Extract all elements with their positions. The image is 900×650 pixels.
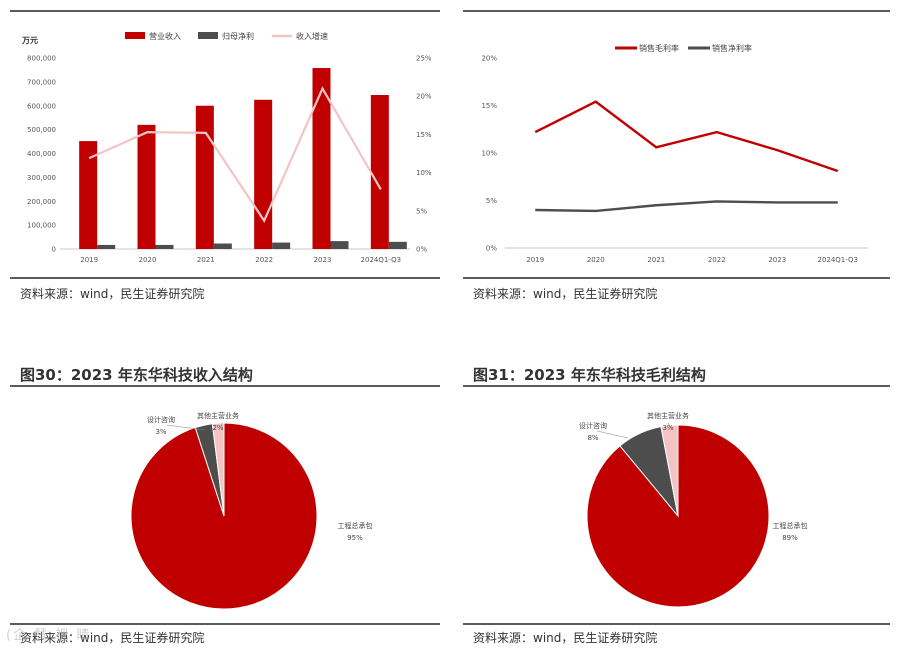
y2-tick-label: 20% — [416, 93, 432, 101]
pie-slice-pct: 8% — [587, 434, 598, 442]
source-note-tl: 资料来源：wind，民生证券研究院 — [20, 287, 205, 301]
pie-slice — [586, 424, 770, 608]
watermark: (企 慧 视 睛 — [6, 628, 92, 643]
fig30-title: 图30：2023 年东华科技收入结构 — [20, 366, 253, 384]
legend-label: 销售净利率 — [712, 43, 752, 53]
legend-swatch — [198, 32, 218, 39]
gross-profit-structure-pie: 工程总承包 89% 设计咨询 8% 其他主营业务 3% — [579, 411, 808, 608]
pie-slice-name: 其他主营业务 — [197, 411, 239, 420]
y-tick-label: 5% — [486, 197, 497, 205]
y-tick-label: 600,000 — [27, 102, 56, 110]
pie-slice-pct: 3% — [662, 424, 673, 432]
x-tick-label: 2021 — [647, 256, 665, 264]
x-tick-label: 2023 — [768, 256, 786, 264]
pie-slice — [211, 422, 225, 517]
leader-line — [667, 422, 671, 427]
pie-slice-name: 工程总承包 — [773, 521, 808, 530]
x-tick-label: 2021 — [197, 256, 215, 264]
top-rule-left — [10, 10, 440, 12]
source-note-tr: 资料来源：wind，民生证券研究院 — [473, 287, 658, 301]
fig31-title: 图31：2023 年东华科技毛利结构 — [473, 366, 706, 384]
legend-label: 收入增速 — [296, 31, 328, 41]
y-tick-label: 15% — [481, 102, 497, 110]
x-tick-label: 2024Q1-Q3 — [361, 256, 402, 264]
y-tick-label: 100,000 — [27, 222, 56, 230]
legend-swatch — [125, 32, 145, 39]
revenue-bar — [370, 95, 389, 249]
net-margin-line — [535, 200, 838, 213]
x-tick-label: 2020 — [139, 256, 157, 264]
unit-label: 万元 — [21, 36, 38, 45]
revenue-bar — [79, 141, 98, 249]
source-rule-bl — [10, 623, 440, 625]
revenue-bar — [312, 68, 331, 249]
source-rule-tr — [463, 277, 890, 279]
fig31-rule — [463, 385, 890, 387]
y-tick-label: 300,000 — [27, 174, 56, 182]
x-tick-label: 2019 — [80, 256, 98, 264]
growth-line — [88, 86, 382, 224]
y2-tick-label: 15% — [416, 131, 432, 139]
y2-tick-label: 10% — [416, 169, 432, 177]
y-tick-label: 10% — [481, 150, 497, 158]
pie-slice-pct: 3% — [155, 428, 166, 436]
pie-slice-name: 设计咨询 — [147, 415, 175, 424]
x-tick-label: 2019 — [526, 256, 544, 264]
x-tick-label: 2020 — [587, 256, 605, 264]
revenue-bar — [195, 105, 214, 249]
source-rule-br — [463, 623, 890, 625]
net-profit-bar — [272, 242, 291, 249]
legend-label: 归母净利 — [222, 31, 254, 41]
revenue-bar — [254, 99, 273, 249]
revenue-profit-chart: 万元 0 100,000 200,000 300,000 400,000 500,000 60… — [21, 31, 432, 264]
source-rule-tl — [10, 277, 440, 279]
y2-tick-label: 0% — [416, 246, 427, 254]
source-note-br: 资料来源：wind，民生证券研究院 — [473, 631, 658, 645]
pie-slice-name: 设计咨询 — [579, 421, 607, 430]
net-profit-bar — [388, 241, 407, 249]
margin-chart: 0% 5% 10% 15% 20% 2019 2020 2021 2022 2023 2024Q1-… — [481, 43, 868, 264]
leader-line — [596, 430, 629, 439]
source-note-bl: 资料来源：wind，民生证券研究院 — [20, 631, 205, 645]
net-profit-bar — [330, 241, 349, 249]
gross-margin-line — [534, 100, 839, 173]
legend-label: 销售毛利率 — [639, 43, 679, 53]
y-tick-label: 800,000 — [27, 55, 56, 63]
net-profit-bar — [97, 244, 116, 249]
net-profit-bar — [213, 243, 232, 249]
x-tick-label: 2022 — [255, 256, 273, 264]
x-tick-label: 2022 — [708, 256, 726, 264]
fig30-rule — [10, 385, 440, 387]
net-profit-bar — [155, 244, 174, 249]
pie-slice-name: 工程总承包 — [338, 521, 373, 530]
leader-line — [166, 424, 206, 431]
y-tick-label: 400,000 — [27, 150, 56, 158]
pie-slice-pct: 89% — [782, 534, 798, 542]
pie-slice-pct: 2% — [212, 424, 223, 432]
y2-tick-label: 5% — [416, 207, 427, 215]
y2-tick-label: 25% — [416, 55, 432, 63]
y-tick-label: 700,000 — [27, 78, 56, 86]
y-tick-label: 0% — [486, 245, 497, 253]
revenue-structure-pie: 工程总承包 95% 设计咨询 3% 其他主营业务 2% — [130, 411, 373, 610]
top-rule-right — [463, 10, 890, 12]
y-tick-label: 500,000 — [27, 126, 56, 134]
revenue-bar — [137, 124, 156, 249]
y-tick-label: 0 — [52, 246, 56, 254]
legend-label: 营业收入 — [149, 31, 181, 41]
y-tick-label: 20% — [481, 55, 497, 63]
pie-slice-name: 其他主营业务 — [647, 411, 689, 420]
pie-slice-pct: 95% — [347, 534, 363, 542]
x-tick-label: 2024Q1-Q3 — [817, 256, 858, 264]
y-tick-label: 200,000 — [27, 198, 56, 206]
x-tick-label: 2023 — [314, 256, 332, 264]
